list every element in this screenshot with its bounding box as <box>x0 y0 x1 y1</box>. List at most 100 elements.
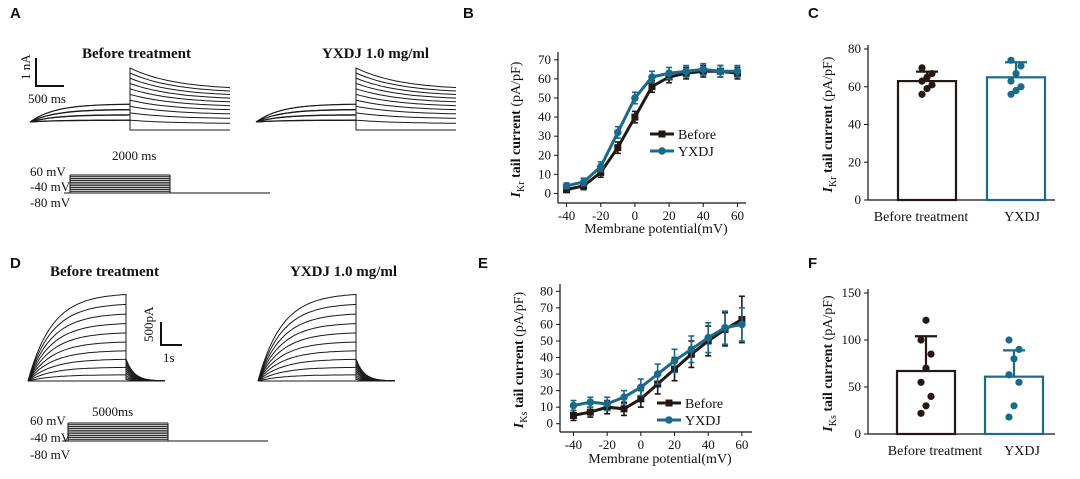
panel-a-protocol-mid: -40 mV <box>30 179 71 194</box>
protocol-line <box>169 175 270 194</box>
y-tick-label: 40 <box>848 117 861 132</box>
data-point <box>704 333 713 342</box>
data-point <box>563 186 571 194</box>
data-point <box>699 65 708 74</box>
data-point <box>923 73 931 81</box>
panel-a-title-before: Before treatment <box>82 46 191 62</box>
panel-a-traces-before <box>29 67 231 131</box>
panel-d-title-before: Before treatment <box>50 264 159 280</box>
panel-d-traces-before <box>27 293 166 382</box>
panel-label-a: A <box>10 5 21 22</box>
legend-marker <box>665 399 673 407</box>
current-trace <box>27 350 165 382</box>
legend-marker <box>658 130 666 138</box>
data-point <box>917 378 925 386</box>
data-point <box>614 128 622 137</box>
data-point <box>665 69 673 77</box>
y-tick-label: 50 <box>540 333 553 348</box>
data-point <box>597 168 605 176</box>
panel-label-c: C <box>808 5 819 22</box>
y-tick-label: 80 <box>848 41 861 56</box>
data-point <box>637 395 645 403</box>
y-axis-label: IKs tail current (pA/pF) <box>821 295 839 433</box>
current-trace <box>29 112 231 123</box>
panel-d-time-label: 5000ms <box>92 404 133 419</box>
data-point <box>603 400 611 408</box>
data-point <box>1017 62 1025 70</box>
x-tick-label: -40 <box>565 437 582 452</box>
data-point <box>1015 378 1023 386</box>
y-tick-label: 80 <box>540 283 553 298</box>
data-point <box>1005 413 1013 421</box>
panel-label-d: D <box>10 255 21 272</box>
data-point <box>923 85 931 93</box>
panel-a-time-label: 2000 ms <box>112 148 156 163</box>
data-point <box>670 357 679 365</box>
data-point <box>1017 83 1025 91</box>
data-point <box>918 90 926 98</box>
panel-d-traces-yxdj <box>257 293 396 382</box>
data-point <box>648 73 656 81</box>
current-trace <box>257 350 395 382</box>
data-point <box>614 144 622 152</box>
y-tick-label: 60 <box>848 79 861 94</box>
series-yxdj <box>562 62 742 190</box>
data-point <box>579 178 588 186</box>
x-tick-label: -20 <box>598 437 615 452</box>
data-point <box>738 320 746 329</box>
y-tick-label: 20 <box>540 383 553 398</box>
panel-d: Before treatment YXDJ 1.0 mg/ml 500pA 1s… <box>27 264 397 462</box>
data-point <box>569 401 578 410</box>
y-tick-label: 0 <box>547 416 554 431</box>
category-label: Before treatment <box>874 210 969 225</box>
data-point <box>596 162 605 171</box>
x-tick-label: -40 <box>558 208 575 223</box>
data-point <box>1007 77 1015 85</box>
panel-a-scale-x: 500 ms <box>28 91 66 106</box>
data-point <box>682 67 690 76</box>
panel-d-protocol-diagram <box>62 422 268 442</box>
panel-a-scale-bar <box>35 58 64 87</box>
protocol-line <box>167 423 268 442</box>
panel-d-protocol-top: 60 mV <box>30 413 66 428</box>
y-tick-label: 60 <box>540 316 553 331</box>
data-point <box>586 408 594 416</box>
current-trace <box>27 293 165 382</box>
panel-a-scale-y: 1 nA <box>18 54 33 80</box>
y-tick-label: 60 <box>538 71 551 86</box>
legend-marker <box>658 147 666 155</box>
data-point <box>922 316 930 324</box>
data-point <box>917 409 925 417</box>
category-label: Before treatment <box>888 444 983 459</box>
panel-a: Before treatment YXDJ 1.0 mg/ml 1 nA 500… <box>18 46 457 210</box>
y-tick-label: 30 <box>540 366 553 381</box>
y-tick-label: 0 <box>855 426 862 441</box>
data-point <box>687 345 696 354</box>
data-point <box>721 323 729 332</box>
data-point <box>928 69 936 78</box>
data-point <box>562 182 571 190</box>
panel-d-protocol-bottom: -80 mV <box>30 447 71 462</box>
y-tick-label: 0 <box>855 192 862 207</box>
x-tick-label: -20 <box>592 208 609 223</box>
data-point <box>1007 90 1015 98</box>
y-tick-label: 40 <box>538 109 551 124</box>
legend-label: YXDJ <box>685 414 721 429</box>
y-tick-label: 70 <box>540 300 553 315</box>
y-tick-label: 20 <box>848 154 861 169</box>
chart-c: 0 20 40 60 80 IKr tail current (pA/pF) Before … <box>821 41 1055 225</box>
legend-label: YXDJ <box>678 145 714 160</box>
panel-d-scale-bar <box>160 322 182 346</box>
data-point <box>620 393 628 402</box>
x-tick-label: 60 <box>735 437 748 452</box>
x-axis-label: Membrane potential(mV) <box>584 222 728 237</box>
data-point <box>620 405 628 413</box>
current-trace <box>257 303 396 382</box>
y-tick-label: 70 <box>538 52 551 67</box>
legend-label: Before <box>678 128 716 143</box>
bar <box>896 79 958 202</box>
y-tick-label: 20 <box>538 147 551 162</box>
